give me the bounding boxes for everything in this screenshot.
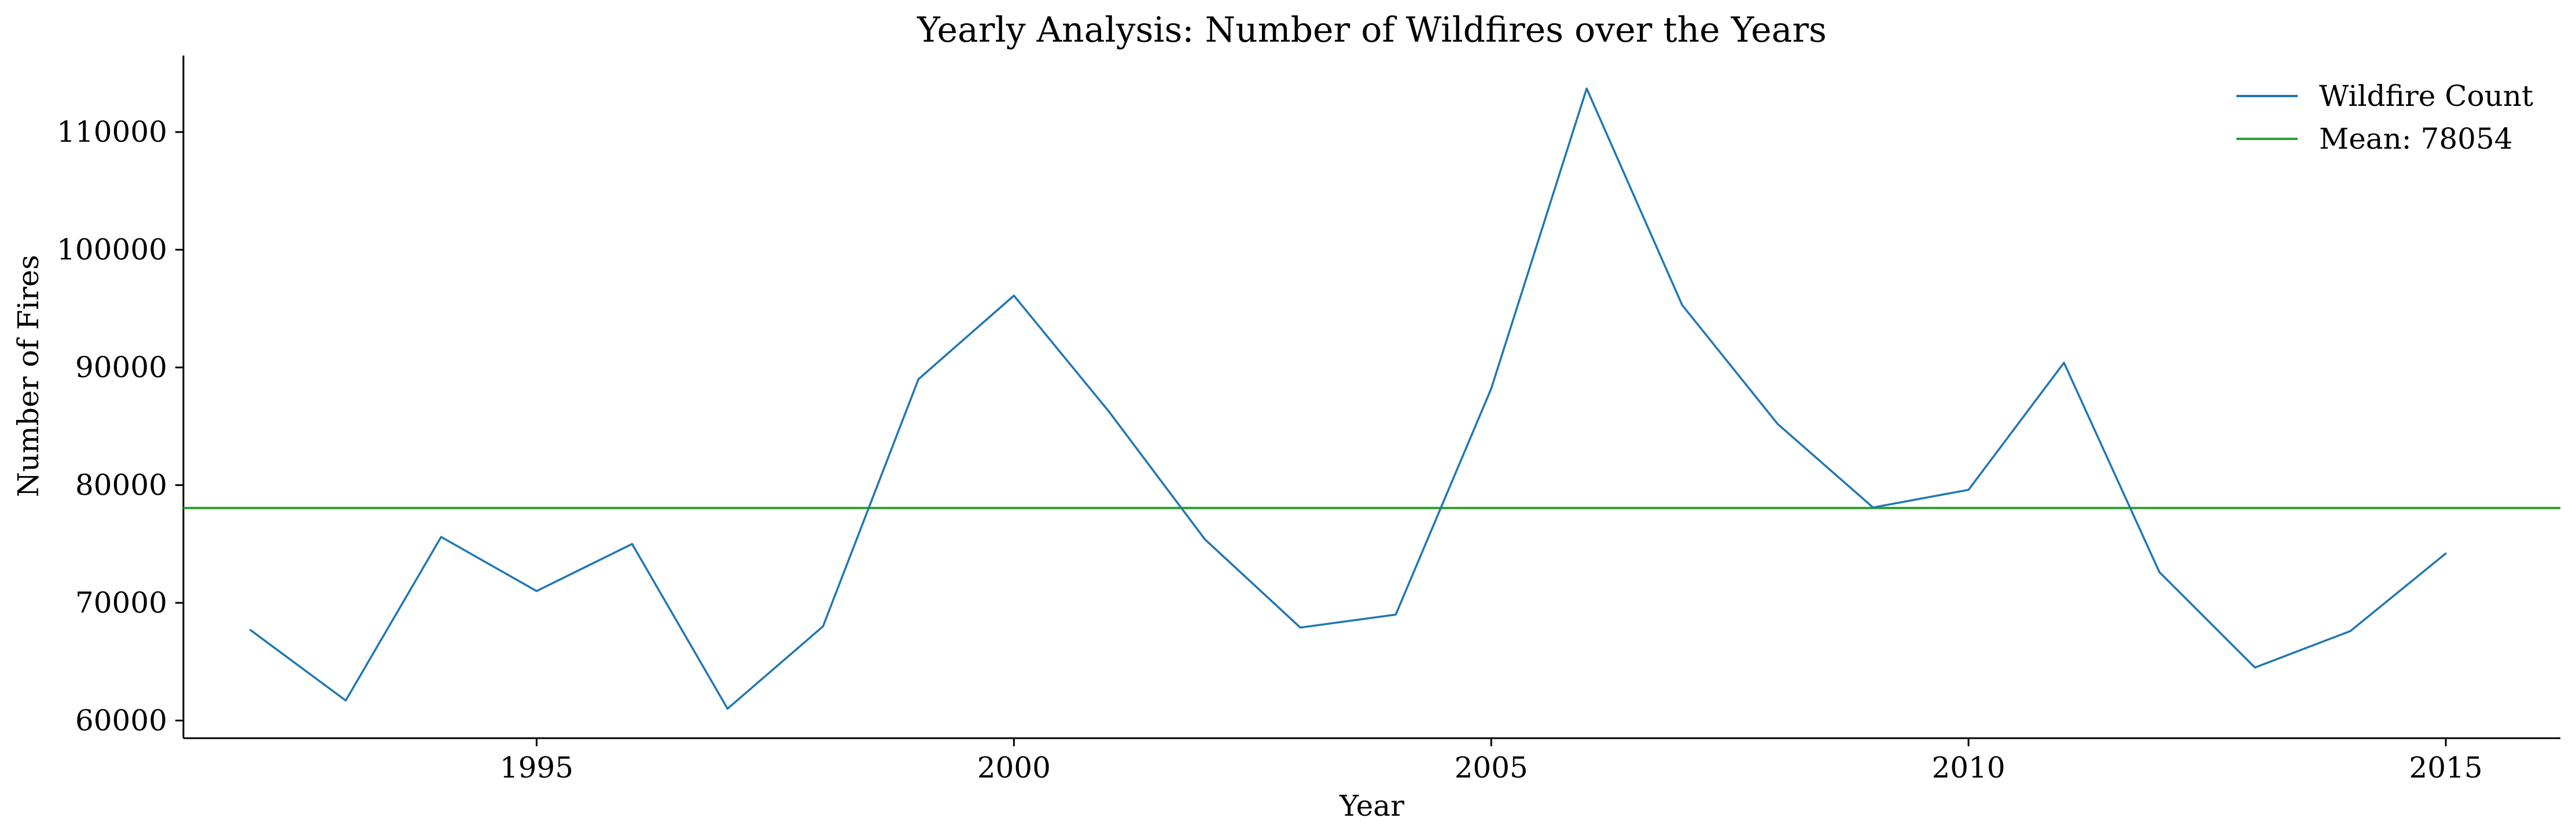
legend-item-wildfire-count: Wildfire Count: [2236, 79, 2533, 113]
data-point: [249, 629, 251, 631]
data-point: [2349, 630, 2351, 632]
y-tick-label: 80000: [75, 469, 167, 502]
y-tick-label: 60000: [75, 703, 167, 737]
data-point: [822, 625, 824, 628]
y-tick-label: 70000: [75, 586, 167, 620]
series-line-wildfire-count: [249, 87, 2447, 710]
data-point: [631, 543, 633, 545]
legend: Wildfire Count Mean: 78054: [2236, 79, 2533, 156]
data-point: [1394, 613, 1397, 616]
data-point: [917, 378, 919, 380]
data-point: [2063, 362, 2065, 364]
data-point: [2445, 552, 2447, 555]
data-point: [1967, 489, 1970, 491]
data-point: [726, 708, 728, 710]
legend-label: Wildfire Count: [2319, 79, 2533, 113]
data-point: [440, 536, 442, 538]
data-point: [1585, 87, 1588, 90]
data-point: [1108, 411, 1110, 413]
legend-item-mean: Mean: 78054: [2236, 122, 2513, 156]
y-tick-label: 100000: [57, 233, 167, 267]
x-tick-label: 2015: [2409, 751, 2482, 784]
legend-label: Mean: 78054: [2319, 122, 2513, 156]
x-tick-label: 2005: [1455, 751, 1528, 784]
data-point: [1299, 627, 1301, 629]
data-point: [1776, 423, 1779, 425]
data-point: [535, 590, 538, 592]
y-tick-label: 110000: [57, 115, 167, 149]
data-point: [2158, 571, 2161, 573]
x-axis-label: Year: [1339, 789, 1404, 823]
data-point: [1204, 538, 1206, 540]
y-axis-label: Number of Fires: [12, 255, 45, 497]
data-point: [344, 699, 347, 702]
chart-title: Yearly Analysis: Number of Wildfires ove…: [917, 10, 1827, 50]
data-point: [2254, 666, 2256, 669]
x-tick-label: 1995: [500, 751, 573, 784]
data-point: [1681, 304, 1683, 306]
plot-area: 1995 2000 2005 2010 2015 60000 70000 80000 90000…: [57, 56, 2560, 784]
y-tick-label: 90000: [75, 351, 167, 384]
data-point: [1013, 294, 1015, 297]
data-point: [1872, 506, 1874, 509]
x-tick-label: 2010: [1931, 751, 2005, 784]
data-point: [1490, 388, 1492, 390]
x-tick-label: 2000: [977, 751, 1051, 784]
